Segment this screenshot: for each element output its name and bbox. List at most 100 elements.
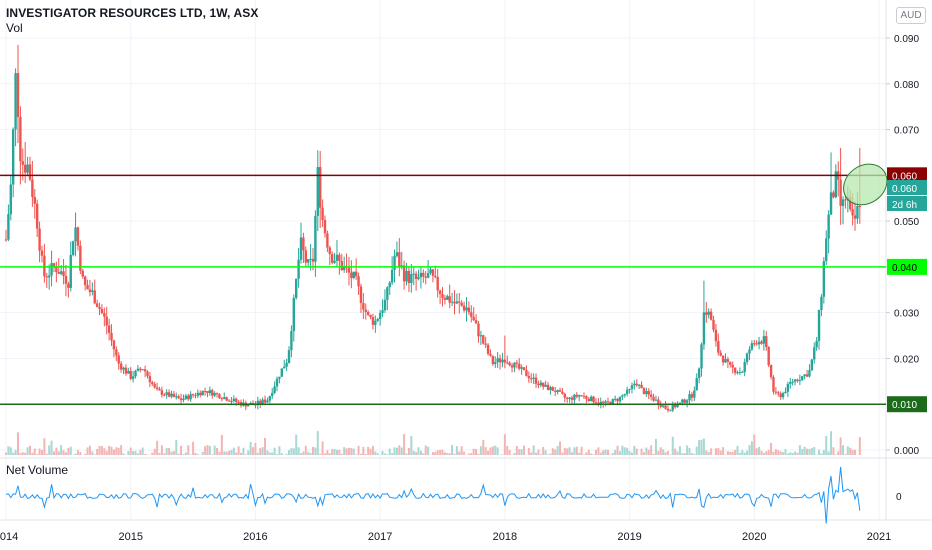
volume-bar bbox=[244, 454, 247, 455]
volume-bar bbox=[12, 452, 15, 455]
volume-bar bbox=[674, 448, 677, 455]
volume-bar bbox=[678, 446, 681, 455]
volume-bar bbox=[259, 448, 262, 455]
candle-body bbox=[647, 390, 650, 395]
candle-body bbox=[805, 374, 809, 377]
candle-body bbox=[601, 401, 605, 403]
candle-body bbox=[141, 369, 144, 371]
volume-bar bbox=[419, 450, 422, 455]
price-tick-label: 0.090 bbox=[894, 34, 919, 45]
candle-body bbox=[292, 297, 296, 332]
time-tick-label: 2017 bbox=[368, 531, 392, 543]
candle-body bbox=[187, 395, 190, 400]
candle-body bbox=[419, 272, 423, 278]
candle-body bbox=[115, 349, 118, 356]
candle-body bbox=[518, 363, 521, 369]
currency-badge[interactable]: AUD bbox=[896, 7, 926, 24]
volume-bar bbox=[858, 437, 861, 455]
volume-bar bbox=[611, 452, 614, 455]
volume-bar bbox=[592, 454, 595, 455]
volume-bar bbox=[103, 448, 106, 455]
volume-bar bbox=[225, 451, 228, 455]
volume-bar bbox=[285, 453, 288, 455]
volume-bar bbox=[288, 450, 291, 455]
candle-body bbox=[793, 379, 797, 382]
candle-body bbox=[503, 359, 507, 363]
volume-bar bbox=[527, 448, 530, 455]
candle-body bbox=[57, 272, 60, 274]
volume-bar bbox=[743, 452, 746, 455]
volume-bar bbox=[355, 454, 358, 455]
candle-body bbox=[223, 397, 226, 399]
candle-body bbox=[645, 390, 648, 395]
time-tick-label: 2018 bbox=[493, 531, 517, 543]
candle-body bbox=[330, 253, 334, 263]
candle-body bbox=[287, 350, 291, 363]
candle-body bbox=[700, 344, 703, 369]
volume-bar bbox=[794, 451, 797, 455]
volume-bar bbox=[583, 454, 586, 455]
candle-body bbox=[659, 404, 662, 407]
candle-body bbox=[815, 340, 818, 348]
volume-bar bbox=[395, 447, 398, 455]
volume-bar bbox=[374, 451, 377, 455]
candle-body bbox=[213, 393, 216, 396]
candle-body bbox=[151, 382, 154, 385]
volume-bar bbox=[280, 453, 283, 455]
candle-body bbox=[738, 372, 742, 374]
candle-body bbox=[119, 363, 123, 370]
volume-bar bbox=[676, 451, 679, 455]
volume-bar bbox=[623, 447, 626, 455]
volume-bar bbox=[439, 450, 442, 455]
volume-bar bbox=[849, 447, 852, 455]
volume-bar bbox=[7, 446, 10, 455]
volume-bar bbox=[585, 452, 588, 455]
volume-bar bbox=[513, 452, 516, 455]
price-tick-label: 0.020 bbox=[894, 354, 919, 365]
line-price-label-bg bbox=[887, 396, 927, 413]
candle-body bbox=[474, 320, 478, 324]
volume-bar bbox=[266, 450, 269, 455]
volume-bar bbox=[410, 436, 413, 455]
candle-body bbox=[458, 301, 461, 303]
volume-bar bbox=[786, 453, 789, 455]
candle-body bbox=[76, 227, 80, 246]
candle-body bbox=[438, 290, 442, 294]
candle-body bbox=[760, 341, 763, 344]
candle-body bbox=[285, 362, 288, 367]
candle-body bbox=[666, 408, 670, 411]
volume-bar bbox=[477, 453, 480, 455]
volume-bar bbox=[98, 445, 101, 455]
candle-body bbox=[184, 395, 188, 399]
candle-body bbox=[825, 238, 828, 262]
volume-bar bbox=[189, 454, 192, 455]
volume-bar bbox=[818, 449, 821, 455]
volume-bar bbox=[64, 452, 67, 455]
volume-bar bbox=[36, 454, 39, 455]
candle-body bbox=[393, 256, 396, 270]
candle-body bbox=[86, 285, 89, 290]
candle-body bbox=[208, 390, 212, 394]
candle-body bbox=[376, 319, 379, 321]
ellipse-annotation bbox=[843, 163, 888, 206]
candle-body bbox=[153, 384, 156, 388]
volume-bar bbox=[192, 441, 195, 455]
candle-body bbox=[263, 399, 267, 403]
volume-bar bbox=[681, 453, 684, 455]
candle-body bbox=[335, 254, 339, 261]
candle-body bbox=[328, 247, 331, 254]
candle-body bbox=[47, 275, 51, 278]
candle-body bbox=[594, 402, 598, 404]
volume-bar bbox=[295, 434, 298, 455]
volume-bar bbox=[630, 452, 633, 455]
volume-bar bbox=[153, 448, 156, 455]
candle-body bbox=[107, 325, 111, 333]
candle-body bbox=[148, 376, 152, 383]
volume-bar bbox=[758, 446, 761, 455]
candle-body bbox=[64, 276, 68, 284]
volume-bar bbox=[491, 446, 494, 455]
volume-bar bbox=[297, 447, 300, 455]
volume-bar bbox=[45, 453, 48, 455]
volume-bar bbox=[806, 448, 809, 455]
